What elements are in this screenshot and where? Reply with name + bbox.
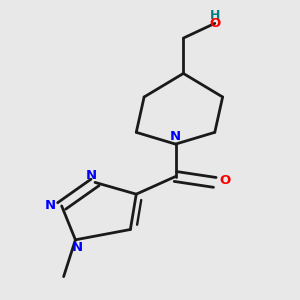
Text: H: H bbox=[210, 9, 220, 22]
Text: O: O bbox=[209, 17, 220, 30]
Text: N: N bbox=[170, 130, 181, 143]
Text: N: N bbox=[85, 169, 97, 182]
Text: N: N bbox=[45, 200, 56, 212]
Text: N: N bbox=[72, 241, 83, 254]
Text: O: O bbox=[219, 174, 230, 188]
